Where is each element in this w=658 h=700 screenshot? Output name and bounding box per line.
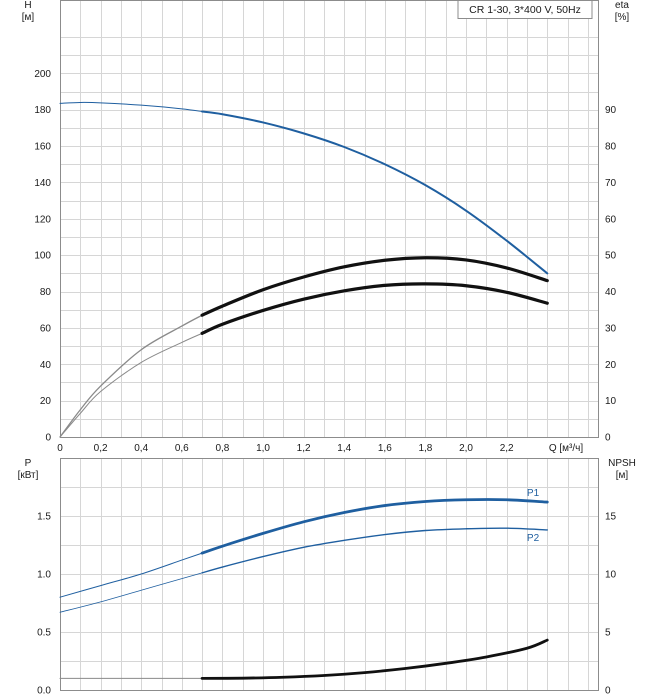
y-left-axis-unit: [м] — [22, 12, 35, 23]
legend-label: CR 1-30, 3*400 V, 50Hz — [469, 4, 581, 16]
y-right-tick-label: 80 — [605, 142, 617, 153]
y-right-axis-unit: [%] — [615, 12, 630, 23]
y-left-tick-label: 120 — [34, 214, 51, 225]
x-tick-label: 0,6 — [175, 443, 189, 454]
x-tick-label: 1,2 — [297, 443, 311, 454]
y-right-tick-label: 10 — [605, 396, 617, 407]
series-h-line — [201, 110, 549, 275]
y-right-tick-label: 40 — [605, 287, 617, 298]
series-eta-total-line — [200, 282, 549, 335]
y-right-axis-unit: [м] — [616, 470, 629, 481]
x-tick-label: 0,2 — [94, 443, 108, 454]
head-efficiency-plot: 0 20 40 60 80 100 120 140 160 180 200 0 10 20 30 40 50 60… — [22, 0, 630, 454]
x-tick-label: 2,2 — [500, 443, 514, 454]
y-left-tick-label: 140 — [34, 178, 51, 189]
y-right-tick-label: 60 — [605, 214, 617, 225]
x-tick-label: 1,6 — [378, 443, 392, 454]
series-p2-line — [201, 527, 548, 574]
y-left-tick-label: 0.0 — [37, 686, 51, 697]
power-npsh-plot: 0.0 0.5 1.0 1.5 0 5 10 15 P[кВт] NPSH[м] P1 P2 — [18, 458, 636, 697]
y-left-tick-label: 100 — [34, 251, 51, 262]
y-right-tick-label: 0 — [605, 686, 611, 697]
series-eta-total-extension — [59, 332, 203, 438]
x-tick-label: 0,8 — [215, 443, 229, 454]
series-label-p2: P2 — [527, 533, 540, 544]
plot-frame — [60, 458, 599, 691]
y-left-tick-label: 1.5 — [37, 512, 51, 523]
y-right-tick-label: 20 — [605, 360, 617, 371]
x-tick-label: 0 — [57, 443, 63, 454]
y-left-tick-label: 200 — [34, 69, 51, 80]
y-right-tick-label: 15 — [605, 512, 617, 523]
x-tick-label: 0,4 — [134, 443, 148, 454]
series-npsh-line — [200, 638, 549, 680]
y-right-tick-label: 5 — [605, 628, 611, 639]
y-right-tick-label: 10 — [605, 570, 617, 581]
y-right-tick-label: 90 — [605, 105, 617, 116]
series-p2-extension — [59, 572, 203, 613]
y-left-tick-label: 160 — [34, 142, 51, 153]
x-tick-label: 1,8 — [418, 443, 432, 454]
plot-frame — [60, 0, 599, 438]
x-tick-label: 2,0 — [459, 443, 473, 454]
y-right-tick-label: 30 — [605, 323, 617, 334]
series-eta-pump-line — [200, 256, 549, 317]
y-left-tick-label: 180 — [34, 105, 51, 116]
legend-box — [457, 0, 593, 19]
series-p1-line — [200, 498, 549, 555]
y-left-tick-label: 40 — [40, 360, 52, 371]
y-left-axis-label: P — [25, 458, 32, 469]
y-right-tick-label: 50 — [605, 251, 617, 262]
y-right-tick-label: 70 — [605, 178, 617, 189]
x-tick-label: 1,0 — [256, 443, 270, 454]
series-eta-pump-extension — [59, 314, 203, 438]
y-right-axis-label: eta — [615, 0, 629, 11]
y-left-axis-label: H — [24, 0, 31, 11]
y-left-tick-label: 60 — [40, 323, 52, 334]
x-axis-label: Q [м³/ч] — [549, 443, 584, 454]
y-left-tick-label: 20 — [40, 396, 52, 407]
series-h-extension — [59, 101, 203, 113]
series-label-p1: P1 — [527, 488, 540, 499]
x-tick-label: 1,4 — [337, 443, 351, 454]
legend: CR 1-30, 3*400 V, 50Hz — [457, 0, 593, 19]
y-left-tick-label: 80 — [40, 287, 52, 298]
y-right-tick-label: 0 — [605, 433, 611, 444]
y-right-axis-label: NPSH — [608, 458, 636, 469]
y-left-tick-label: 0.5 — [37, 628, 51, 639]
y-left-tick-label: 1.0 — [37, 570, 51, 581]
y-left-tick-label: 0 — [45, 433, 51, 444]
y-left-axis-unit: [кВт] — [18, 470, 39, 481]
series-p1-extension — [59, 552, 203, 598]
